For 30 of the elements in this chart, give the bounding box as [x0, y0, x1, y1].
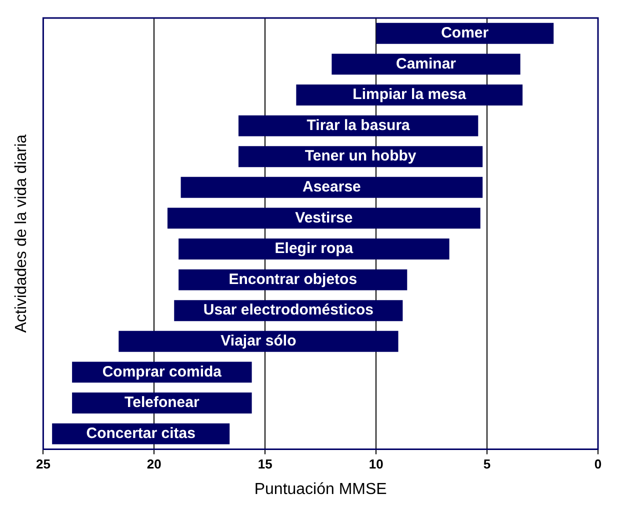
y-tick-label: Concertar citas — [86, 424, 196, 442]
y-axis-title: Actividades de la vida diaria — [13, 134, 30, 333]
y-tick-label: Elegir ropa — [274, 240, 354, 258]
x-tick-label: 0 — [594, 456, 602, 472]
bar — [167, 208, 480, 229]
x-tick-label: 5 — [483, 456, 491, 472]
x-tick-label: 25 — [36, 456, 50, 472]
y-tick-label: Caminar — [396, 55, 456, 72]
y-tick-label: Tener un hobby — [304, 148, 417, 165]
bar — [238, 115, 478, 136]
bar — [178, 238, 450, 260]
bar — [180, 176, 483, 198]
y-tick-label: Tirar la basura — [306, 116, 411, 134]
y-tick-label: Limpiar la mesa — [352, 86, 467, 104]
y-tick-label: Vestirse — [295, 209, 353, 226]
x-axis-title: Puntuación MMSE — [254, 480, 387, 498]
y-tick-label: Encontrar objetos — [228, 270, 358, 288]
bar — [118, 330, 398, 352]
y-tick-label: Asearse — [302, 178, 361, 196]
y-tick-label: Telefonear — [124, 394, 200, 412]
bar — [376, 22, 554, 44]
y-tick-label: Comer — [441, 24, 489, 42]
x-tick-label: 15 — [258, 456, 272, 472]
y-tick-label: Usar electrodomésticos — [203, 302, 374, 319]
y-tick-label: Viajar sólo — [220, 332, 296, 350]
y-tick-label: Comprar comida — [102, 363, 222, 380]
x-tick-label: 20 — [146, 456, 162, 472]
x-tick-label: 10 — [368, 456, 384, 472]
bar — [72, 392, 252, 414]
bar — [332, 54, 520, 75]
